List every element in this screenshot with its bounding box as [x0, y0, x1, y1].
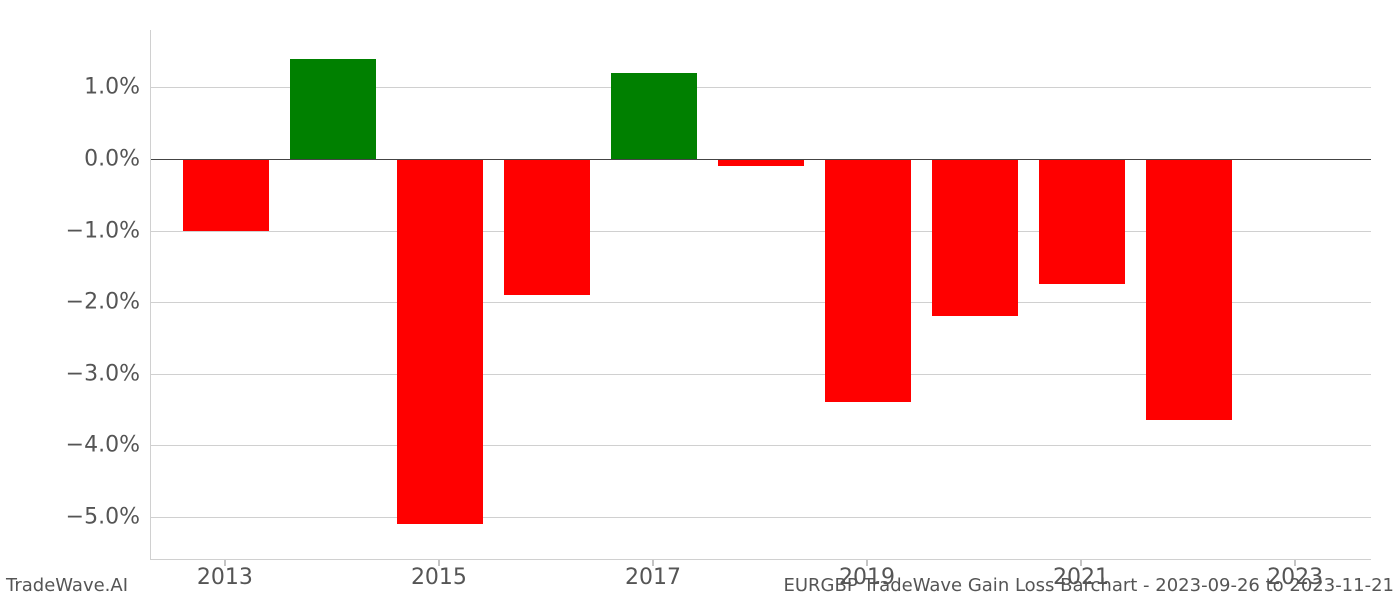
ytick-label: −5.0% — [20, 505, 140, 530]
xtick-label: 2015 — [411, 565, 467, 590]
footer-left: TradeWave.AI — [6, 575, 128, 596]
bar — [1039, 159, 1125, 284]
xtick-label: 2013 — [197, 565, 253, 590]
gridline — [151, 517, 1371, 518]
xtick-label: 2023 — [1267, 565, 1323, 590]
zero-line — [151, 159, 1371, 161]
bar — [504, 159, 590, 295]
xtick-label: 2019 — [839, 565, 895, 590]
xtick-label: 2017 — [625, 565, 681, 590]
ytick-label: −4.0% — [20, 433, 140, 458]
ytick-label: 0.0% — [20, 146, 140, 171]
chart-container — [150, 30, 1370, 560]
ytick-label: −1.0% — [20, 218, 140, 243]
bar — [397, 159, 483, 524]
bar — [932, 159, 1018, 317]
ytick-label: −2.0% — [20, 290, 140, 315]
bar — [183, 159, 269, 231]
spine-bottom — [151, 559, 1371, 560]
ytick-label: 1.0% — [20, 75, 140, 100]
xtick-label: 2021 — [1053, 565, 1109, 590]
bar — [290, 59, 376, 159]
bar — [825, 159, 911, 403]
bar — [611, 73, 697, 159]
bar — [1146, 159, 1232, 420]
ytick-label: −3.0% — [20, 361, 140, 386]
gridline — [151, 445, 1371, 446]
plot-area — [150, 30, 1371, 560]
